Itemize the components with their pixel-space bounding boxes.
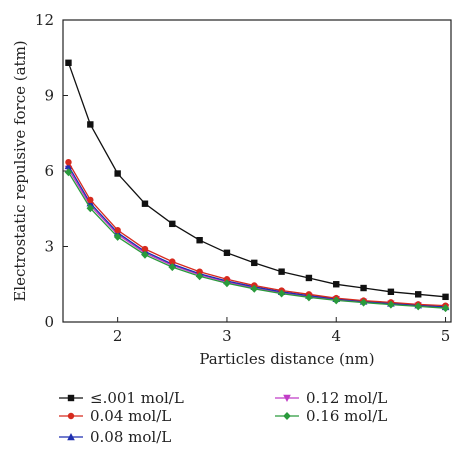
data-point: [114, 226, 121, 234]
series-layer: [64, 59, 450, 313]
series-5: [64, 168, 450, 313]
legend-item: 0.12 mol/L: [275, 389, 387, 407]
data-point: [64, 168, 73, 177]
data-point: [141, 250, 149, 259]
data-point: [141, 245, 149, 253]
data-point: [87, 196, 94, 204]
data-point: [277, 289, 286, 298]
data-point: [169, 258, 176, 265]
legend-label: 0.08 mol/L: [90, 428, 171, 446]
data-point: [64, 161, 73, 170]
data-point: [387, 288, 395, 295]
legend-item: 0.08 mol/L: [59, 428, 171, 446]
legend-item: ≤.001 mol/L: [59, 389, 184, 407]
x-tick-label: 2: [113, 327, 123, 345]
legend-item: 0.16 mol/L: [275, 407, 387, 425]
data-point: [86, 204, 95, 213]
y-axis-title: Electrostatic repulsive force (atm): [11, 40, 29, 301]
data-point: [113, 232, 122, 241]
x-tick-label: 3: [222, 327, 232, 345]
data-point: [414, 302, 423, 311]
data-point: [278, 268, 285, 275]
x-axis-title: Particles distance (nm): [199, 350, 374, 368]
legend-item: 0.04 mol/L: [59, 407, 171, 425]
data-point: [305, 293, 313, 302]
legend-marker: [283, 394, 291, 402]
legend: ≤.001 mol/L0.04 mol/L 0.08 mol/L 0.12 mol/…: [59, 389, 387, 446]
data-point: [223, 279, 231, 288]
data-point: [441, 304, 450, 313]
legend-label: 0.04 mol/L: [90, 407, 171, 425]
axes: 2 3 4 5 0 3 6 9 12: [35, 11, 450, 345]
data-point: [141, 200, 149, 207]
data-point: [332, 296, 341, 305]
data-point: [442, 293, 449, 301]
data-point: [114, 170, 121, 177]
data-point: [251, 259, 258, 267]
series-2: [65, 158, 449, 309]
legend-label: ≤.001 mol/L: [90, 389, 184, 407]
data-point: [196, 268, 203, 275]
data-point: [195, 272, 204, 281]
y-tick-label: 0: [44, 313, 54, 331]
x-tick-label: 5: [441, 327, 451, 345]
legend-marker: [67, 433, 75, 441]
plot-frame: [62, 19, 452, 323]
data-point: [169, 220, 176, 228]
data-point: [223, 276, 231, 283]
data-point: [387, 300, 395, 309]
data-point: [305, 274, 313, 282]
data-point: [196, 237, 203, 244]
y-tick-label: 6: [44, 162, 54, 180]
y-tick-label: 9: [44, 87, 54, 105]
legend-label: 0.16 mol/L: [306, 407, 387, 425]
data-point: [360, 284, 367, 292]
data-point: [250, 284, 259, 293]
data-point: [168, 263, 177, 272]
y-tick-label: 12: [35, 11, 54, 29]
legend-label: 0.12 mol/L: [306, 389, 387, 407]
data-point: [223, 249, 231, 256]
legend-marker: [67, 412, 75, 420]
data-point: [359, 298, 368, 307]
data-point: [65, 158, 72, 166]
legend-marker: [67, 394, 75, 402]
data-point: [65, 59, 72, 66]
data-point: [333, 281, 340, 288]
legend-marker: [283, 412, 291, 420]
data-point: [87, 121, 94, 128]
plot-border: [62, 19, 452, 323]
y-tick-label: 3: [44, 238, 54, 256]
x-tick-label: 4: [331, 327, 341, 345]
series-1: [65, 59, 449, 301]
data-point: [415, 291, 422, 298]
